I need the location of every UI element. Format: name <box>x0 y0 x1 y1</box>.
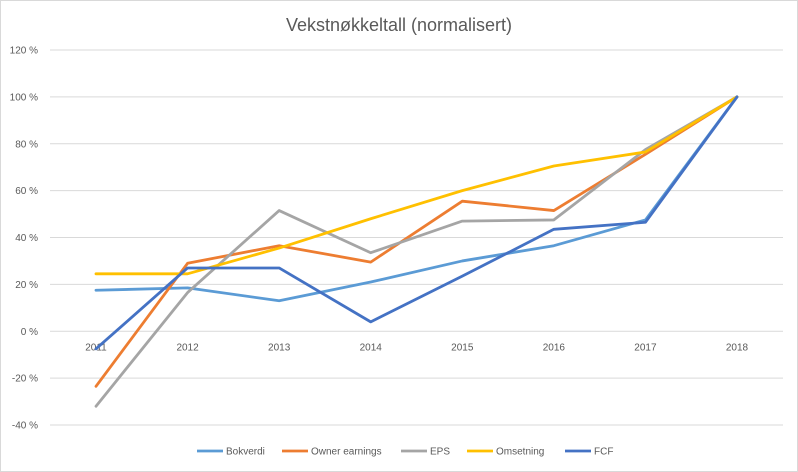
legend-item: Owner earnings <box>282 447 382 458</box>
x-tick-label: 2013 <box>268 342 291 353</box>
y-axis-tick-labels: -40 % -20 % 0 % 20 % 40 % 60 % 80 % 100 % 120 % <box>10 46 38 432</box>
series-line-omsetning <box>94 95 739 276</box>
y-tick-label: -40 % <box>12 421 38 432</box>
legend: Bokverdi Owner earnings EPS Omsetning FCF <box>197 447 613 458</box>
x-tick-label: 2015 <box>451 342 474 353</box>
y-tick-label: 100 % <box>10 92 38 103</box>
series-line-owner-earnings <box>94 95 739 388</box>
y-tick-label: 80 % <box>15 139 38 150</box>
x-axis-tick-labels: 2011 2012 2013 2014 2015 2016 2017 2018 <box>85 342 748 353</box>
x-tick-label: 2016 <box>543 342 566 353</box>
legend-item: Bokverdi <box>197 447 265 458</box>
x-tick-label: 2012 <box>176 342 199 353</box>
series-lines <box>94 95 739 408</box>
x-tick-label: 2018 <box>726 342 749 353</box>
legend-label: FCF <box>594 447 613 458</box>
y-tick-label: -20 % <box>12 374 38 385</box>
series-line-fcf <box>94 95 739 351</box>
x-tick-label: 2014 <box>360 342 383 353</box>
series-line-bokverdi <box>94 95 739 303</box>
y-tick-label: 60 % <box>15 186 38 197</box>
y-tick-label: 0 % <box>21 327 38 338</box>
y-tick-label: 40 % <box>15 233 38 244</box>
legend-item: Omsetning <box>467 447 544 458</box>
legend-label: EPS <box>430 447 450 458</box>
legend-label: Bokverdi <box>226 447 265 458</box>
legend-item: EPS <box>401 447 450 458</box>
series-line-eps <box>94 95 739 408</box>
legend-item: FCF <box>565 447 613 458</box>
y-tick-label: 20 % <box>15 280 38 291</box>
y-tick-label: 120 % <box>10 46 38 57</box>
x-tick-label: 2017 <box>634 342 657 353</box>
chart-title: Vekstnøkkeltall (normalisert) <box>286 15 512 35</box>
legend-label: Owner earnings <box>311 447 382 458</box>
legend-label: Omsetning <box>496 447 544 458</box>
